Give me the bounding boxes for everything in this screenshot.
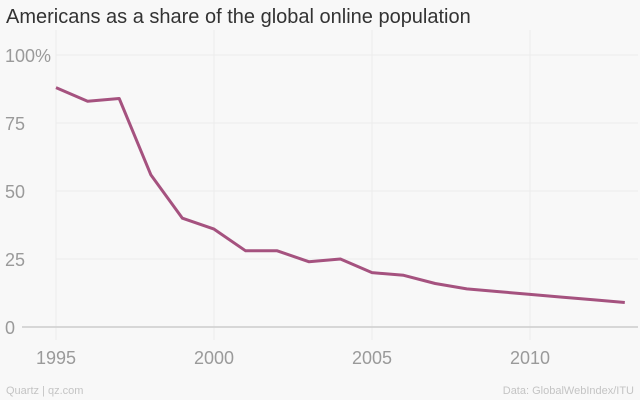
x-tick-label: 1995: [36, 348, 76, 368]
y-tick-label: 75: [5, 114, 25, 134]
data-line: [55, 86, 625, 304]
source-credit: Quartz | qz.com: [6, 385, 84, 397]
chart-title: Americans as a share of the global onlin…: [6, 6, 471, 28]
y-tick-label: 50: [5, 182, 25, 202]
x-tick-label: 2005: [352, 348, 392, 368]
y-tick-label: 100%: [5, 46, 51, 66]
x-tick-label: 2000: [194, 348, 234, 368]
y-tick-label: 0: [5, 318, 15, 338]
y-tick-label: 25: [5, 250, 25, 270]
x-tick-label: 2010: [510, 348, 550, 368]
data-source: Data: GlobalWebIndex/ITU: [502, 385, 634, 397]
